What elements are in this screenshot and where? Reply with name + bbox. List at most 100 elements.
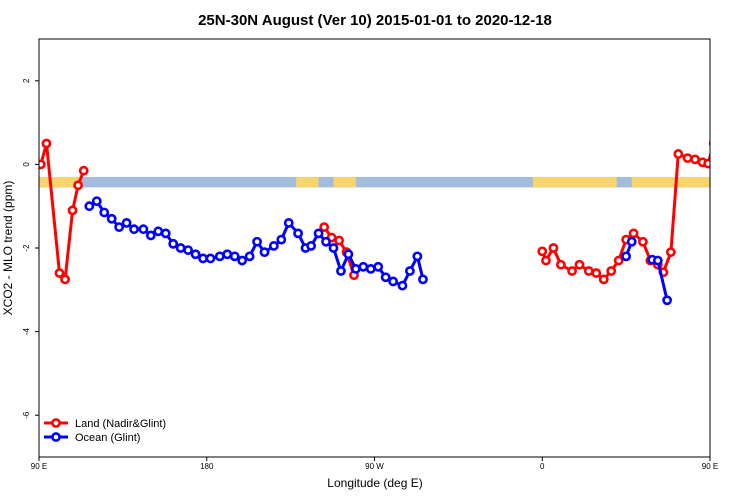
ocean-data-point xyxy=(168,238,179,249)
land-data-point xyxy=(555,259,566,270)
land-legend-label: Land (Nadir&Glint) xyxy=(75,418,166,430)
ocean-data-point xyxy=(160,228,171,239)
land-data-point xyxy=(665,247,676,258)
land-data-point xyxy=(67,205,78,216)
ocean-data-point xyxy=(397,280,408,291)
ocean-data-point xyxy=(358,261,369,272)
land-band-segment xyxy=(296,176,319,188)
y-axis-label: XCO2 - MLO trend (ppm) xyxy=(1,181,15,316)
ocean-data-point xyxy=(418,274,428,285)
land-data-point xyxy=(319,222,330,232)
land-legend-marker xyxy=(51,418,61,428)
land-data-point xyxy=(732,207,739,214)
land-data-point xyxy=(638,236,648,247)
ocean-data-point xyxy=(183,245,194,255)
ocean-data-point xyxy=(153,226,164,237)
land-data-point xyxy=(606,266,617,276)
ocean-data-point xyxy=(198,253,208,264)
ocean-data-point xyxy=(205,253,216,264)
ocean-data-point xyxy=(138,224,149,235)
series-layer xyxy=(39,138,749,306)
ocean-data-point xyxy=(313,228,324,239)
land-data-point xyxy=(60,274,70,285)
plot-frame xyxy=(38,38,711,458)
ocean-legend-marker xyxy=(51,432,61,442)
ocean-data-point xyxy=(662,295,673,306)
ocean-data-point xyxy=(412,251,423,262)
land-data-point xyxy=(73,180,84,191)
land-data-point xyxy=(682,153,693,164)
land-data-point xyxy=(742,182,749,189)
ocean-data-point xyxy=(343,249,354,260)
ocean-data-point xyxy=(222,249,233,260)
ocean-data-point xyxy=(244,251,255,262)
land-data-point xyxy=(567,266,577,276)
ocean-data-point xyxy=(321,236,331,247)
surface-mask-band xyxy=(39,176,710,188)
ocean-data-point xyxy=(373,261,384,272)
ocean-data-point xyxy=(214,251,225,262)
ocean-data-point xyxy=(129,224,139,235)
ocean-data-point xyxy=(336,266,346,276)
ocean-data-point xyxy=(276,234,287,245)
x-tick-label: 90 W xyxy=(365,462,384,471)
x-axis: 90 E 180 90 W 0 90 E xyxy=(31,457,718,471)
ocean-data-point xyxy=(252,236,262,247)
land-data-point xyxy=(334,235,344,246)
y-tick-label: -4 xyxy=(22,327,31,335)
ocean-data-point xyxy=(99,207,110,218)
ocean-data-point xyxy=(114,222,125,232)
ocean-data-point xyxy=(106,213,117,224)
land-data-point xyxy=(591,268,602,278)
land-data-point xyxy=(541,255,551,266)
y-tick-label: 2 xyxy=(22,78,31,83)
land-data-point xyxy=(574,259,585,270)
ocean-data-point xyxy=(145,230,156,241)
ocean-data-point xyxy=(283,218,294,228)
land-data-point xyxy=(583,266,594,276)
x-axis-label: Longitude (deg E) xyxy=(327,476,422,490)
ocean-data-point xyxy=(293,228,303,239)
ocean-data-point xyxy=(84,201,95,212)
ocean-data-point xyxy=(388,276,399,287)
ocean-data-point xyxy=(175,243,186,253)
ocean-band xyxy=(39,176,710,188)
land-data-point xyxy=(78,165,89,176)
y-tick-label: -2 xyxy=(22,244,31,252)
ocean-data-point xyxy=(259,247,270,258)
land-band-segment xyxy=(333,176,356,188)
land-band-segment xyxy=(532,176,617,188)
land-data-point xyxy=(41,138,52,149)
ocean-data-point xyxy=(306,241,317,251)
land-data-point xyxy=(628,228,639,239)
land-data-point xyxy=(54,268,65,278)
y-tick-label: -6 xyxy=(22,411,31,419)
land-band-segment xyxy=(631,176,710,188)
chart-title: 25N-30N August (Ver 10) 2015-01-01 to 20… xyxy=(198,12,552,29)
land-data-point xyxy=(537,246,548,257)
ocean-data-point xyxy=(380,272,391,283)
ocean-data-point xyxy=(91,196,102,207)
land-data-point xyxy=(708,140,710,147)
legend: Land (Nadir&Glint) Ocean (Glint) xyxy=(44,418,166,444)
x-tick-label: 180 xyxy=(200,462,214,471)
ocean-data-point xyxy=(237,255,248,266)
land-data-point xyxy=(598,274,609,285)
ocean-data-point xyxy=(190,249,201,260)
ocean-data-point xyxy=(626,236,637,247)
x-tick-label: 90 E xyxy=(702,462,718,471)
ocean-data-point xyxy=(365,263,376,274)
ocean-data-point xyxy=(621,251,632,262)
ocean-data-point xyxy=(268,241,279,251)
ocean-legend-label: Ocean (Glint) xyxy=(75,432,140,444)
x-tick-label: 90 E xyxy=(31,462,47,471)
y-tick-label: 0 xyxy=(22,162,31,167)
ocean-data-point xyxy=(405,266,415,276)
ocean-data-point xyxy=(229,251,240,262)
land-data-point xyxy=(39,159,46,170)
land-data-point xyxy=(725,276,732,283)
ocean-data-point xyxy=(328,243,339,253)
ocean-data-point xyxy=(652,255,663,266)
land-data-point xyxy=(548,243,559,253)
